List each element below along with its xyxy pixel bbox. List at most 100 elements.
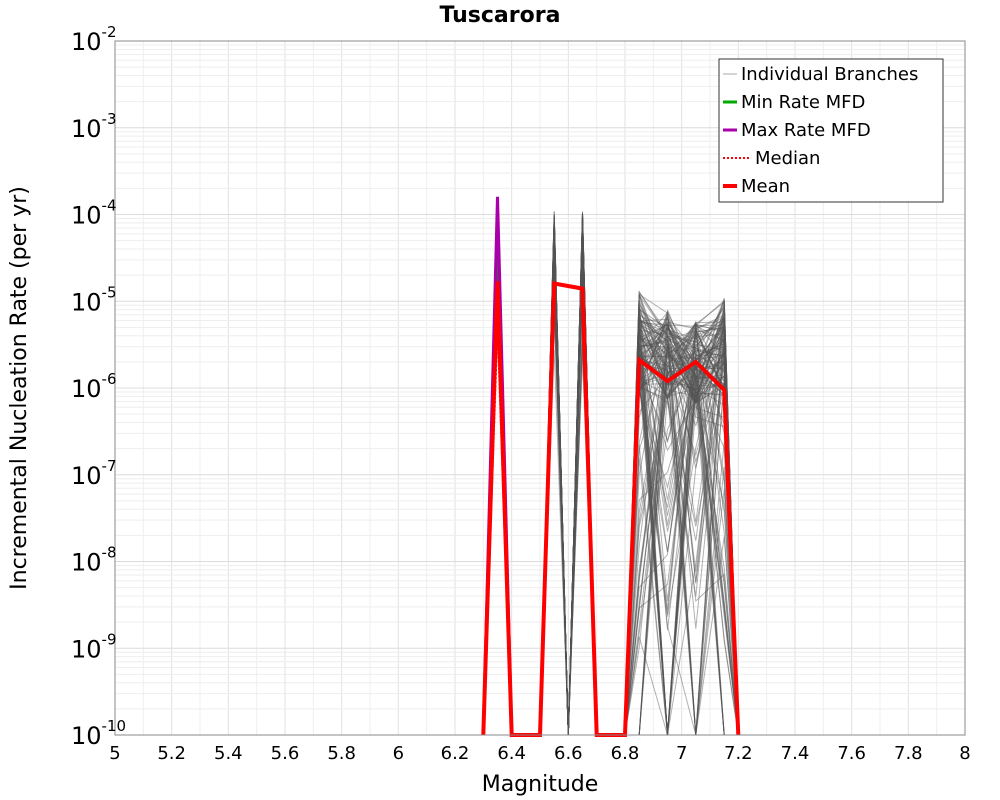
- branch-line: [482, 197, 739, 736]
- branch-line: [482, 199, 739, 736]
- branch-line: [482, 218, 739, 736]
- branch-line: [482, 198, 739, 736]
- branch-line: [482, 209, 739, 736]
- x-tick-label: 5.4: [214, 743, 243, 764]
- branch-line: [482, 202, 739, 736]
- branch-line: [482, 258, 739, 736]
- branch-line: [482, 219, 739, 736]
- branch-line: [482, 218, 739, 736]
- branch-line: [482, 220, 739, 736]
- y-tick-label: 10-4: [71, 197, 117, 230]
- branch-line: [482, 200, 739, 736]
- branch-line: [482, 218, 739, 736]
- branch-line: [482, 227, 739, 736]
- branch-line: [482, 208, 739, 736]
- x-tick-label: 6.6: [554, 743, 583, 764]
- branch-line: [482, 202, 739, 736]
- x-tick-label: 6.4: [497, 743, 526, 764]
- branch-line: [482, 232, 739, 736]
- legend-box: [718, 58, 944, 203]
- branch-line: [482, 218, 739, 736]
- branch-line: [482, 220, 739, 736]
- branch-line: [482, 223, 739, 736]
- branch-line: [482, 203, 739, 736]
- branch-line: [482, 232, 739, 736]
- branch-line: [482, 219, 739, 736]
- x-axis-label: Magnitude: [482, 772, 599, 797]
- branch-line: [482, 218, 739, 736]
- legend: Individual Branches Min Rate MFD Max Rate …: [718, 58, 944, 203]
- branch-line: [482, 206, 739, 736]
- branch-line: [482, 207, 739, 736]
- plot-frame: [114, 40, 966, 736]
- branch-line: [482, 233, 739, 736]
- branch-line: [482, 203, 739, 736]
- series-median: [482, 282, 740, 736]
- branch-line: [482, 216, 739, 736]
- y-tick-label: 10-7: [71, 457, 117, 490]
- branch-line: [482, 208, 739, 736]
- x-tick-label: 5.6: [271, 743, 300, 764]
- branch-line: [482, 202, 739, 736]
- branch-line: [482, 228, 739, 736]
- branch-line: [482, 218, 739, 736]
- branch-line: [482, 233, 739, 736]
- individual-branches: [482, 197, 739, 736]
- branch-line: [482, 225, 739, 736]
- y-tick-label: 10-5: [71, 283, 117, 316]
- x-tick-label: 7.2: [724, 743, 753, 764]
- y-tick-label: 10-9: [71, 630, 117, 663]
- branch-line: [482, 221, 739, 736]
- x-tick-label: 6.8: [611, 743, 640, 764]
- legend-label: Max Rate MFD: [741, 120, 871, 141]
- branch-line: [482, 201, 739, 736]
- branch-line: [482, 218, 739, 736]
- branch-line: [482, 223, 739, 736]
- branch-line: [482, 220, 739, 736]
- branch-line: [482, 199, 739, 736]
- branch-line: [482, 233, 739, 736]
- x-tick-label: 5: [109, 743, 120, 764]
- x-tick-labels: 5 5.2 5.4 5.6 5.8 6 6.2 6.4 6.6 6.8 7 7.2 7.4 7.6 7.8 8: [109, 743, 970, 764]
- branch-line: [482, 226, 739, 736]
- branch-line: [482, 201, 739, 736]
- branch-line: [482, 204, 739, 736]
- branch-line: [482, 208, 739, 736]
- branch-line: [482, 201, 739, 736]
- x-tick-label: 5.2: [157, 743, 186, 764]
- branch-line: [482, 198, 739, 736]
- branch-line: [482, 219, 739, 736]
- series-lines: [481, 196, 741, 737]
- branch-line: [482, 217, 739, 736]
- branch-line: [482, 200, 739, 736]
- branch-line: [482, 225, 739, 736]
- branch-line: [482, 220, 739, 736]
- branch-line: [482, 232, 739, 736]
- branch-line: [482, 237, 739, 736]
- x-tick-label: 7: [676, 743, 687, 764]
- legend-label: Mean: [741, 176, 790, 197]
- legend-label: Min Rate MFD: [741, 92, 865, 113]
- branch-line: [482, 216, 739, 736]
- x-tick-label: 7.6: [837, 743, 866, 764]
- branch-line: [482, 237, 739, 736]
- branch-line: [482, 217, 739, 736]
- y-tick-label: 10-3: [71, 110, 117, 143]
- y-tick-label: 10-10: [71, 717, 126, 750]
- branch-line: [482, 223, 739, 736]
- branch-line: [482, 233, 739, 736]
- y-tick-label: 10-8: [71, 544, 117, 577]
- y-tick-label: 10-6: [71, 370, 117, 403]
- branch-line: [482, 217, 739, 736]
- y-tick-labels: 10-2 10-3 10-4 10-5 10-6 10-7 10-8 10-9 10-10: [71, 23, 126, 750]
- branch-line: [482, 216, 739, 736]
- x-tick-label: 8: [959, 743, 970, 764]
- branch-line: [482, 225, 739, 736]
- legend-label: Individual Branches: [741, 64, 918, 85]
- branch-line: [482, 216, 739, 736]
- x-tick-label: 5.8: [327, 743, 356, 764]
- branch-line: [482, 199, 739, 736]
- branch-line: [482, 219, 739, 736]
- branch-line: [482, 205, 739, 736]
